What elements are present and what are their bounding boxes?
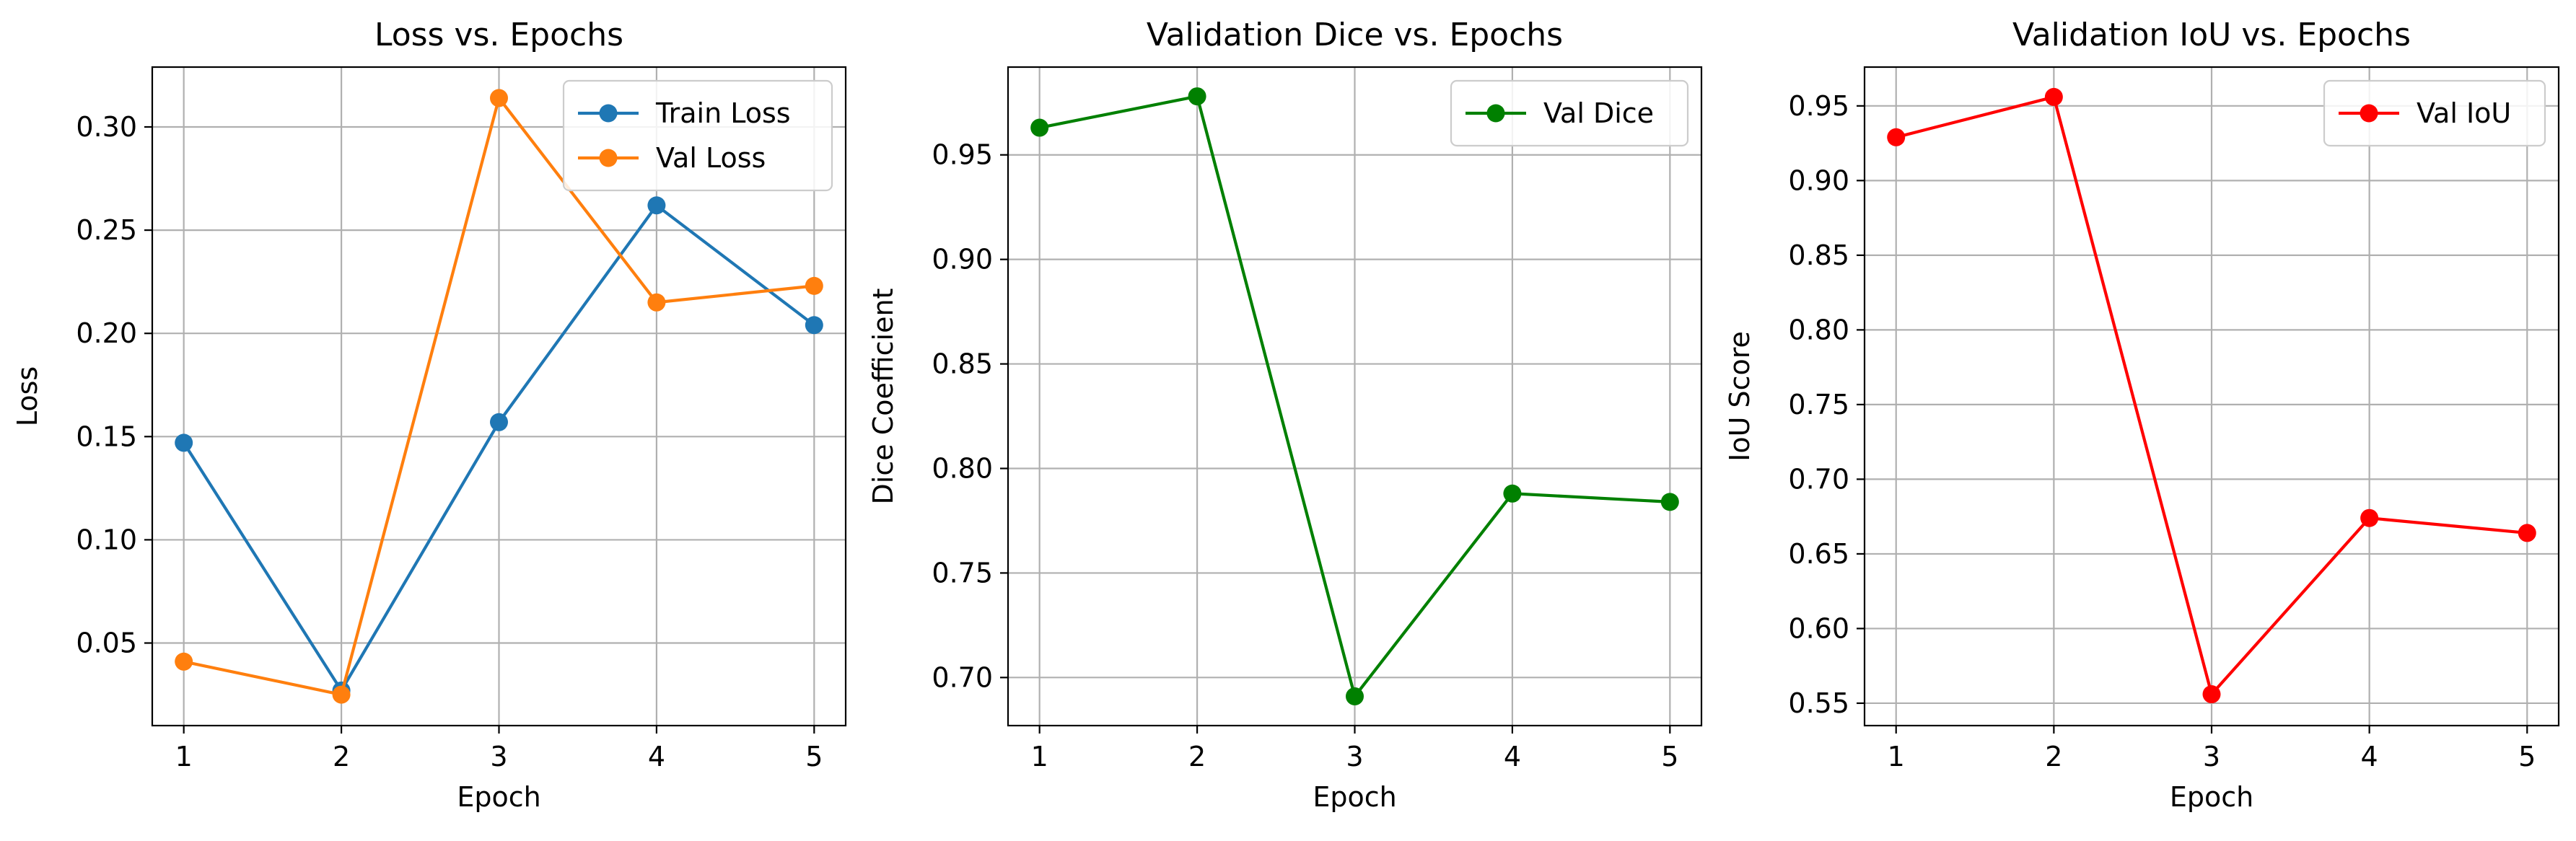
data-point: [1346, 687, 1364, 705]
legend: Val IoU: [2323, 79, 2546, 147]
y-tick-label: 0.55: [1788, 687, 1849, 719]
y-tick-label: 0.70: [932, 661, 993, 693]
y-tick-label: 0.90: [1788, 164, 1849, 196]
legend-label: Train Loss: [655, 97, 791, 129]
x-axis-label: Epoch: [2170, 781, 2253, 813]
data-point: [2202, 685, 2221, 704]
data-point: [647, 196, 666, 215]
series-val-dice: [1030, 87, 1679, 705]
data-point: [805, 316, 823, 335]
legend-label: Val IoU: [2417, 97, 2511, 129]
y-axis-label: Dice Coefficient: [867, 289, 899, 505]
data-point: [1660, 493, 1679, 511]
data-point: [1887, 128, 1906, 146]
y-tick-label: 0.65: [1788, 538, 1849, 570]
series-train-loss: [175, 196, 823, 700]
dice-chart: 1 2 3 4 5 0.70 0.75 0.80 0.85 0.90 0.95 Validation …: [867, 17, 1703, 813]
y-axis-label: Loss: [12, 366, 43, 426]
data-point: [2518, 524, 2536, 542]
legend-box: [2323, 79, 2546, 147]
x-tick-label: 2: [333, 741, 350, 772]
y-tick-label: 0.80: [932, 452, 993, 484]
x-tick-label: 4: [1504, 741, 1521, 772]
legend-label: Val Dice: [1543, 97, 1654, 129]
y-tick-label: 0.85: [932, 348, 993, 380]
legend-label: Val Loss: [656, 142, 766, 174]
series-val-iou: [1887, 87, 2536, 704]
data-point: [1030, 118, 1049, 137]
plot-frame: [1863, 66, 2560, 727]
y-tick-label: 0.95: [932, 139, 993, 171]
legend-box: [562, 79, 833, 192]
y-tick-label: 0.70: [1788, 463, 1849, 495]
legend-item: Train Loss: [578, 97, 791, 129]
y-axis-label: IoU Score: [1724, 331, 1756, 462]
loss-chart: 1 2 3 4 5 0.05 0.10 0.15 0.20 0.25 0.30 Loss vs. Ep…: [12, 17, 847, 813]
chart-title: Loss vs. Epochs: [374, 17, 623, 53]
data-point: [647, 293, 666, 312]
data-point: [175, 652, 193, 671]
x-tick-label: 5: [1661, 741, 1678, 772]
gridlines: [1008, 67, 1701, 726]
x-tick-label: 4: [648, 741, 665, 772]
data-point: [175, 433, 193, 452]
x-axis-label: Epoch: [457, 781, 540, 813]
data-point: [1503, 484, 1522, 503]
legend-marker: [599, 104, 618, 123]
legend-item: Val IoU: [2339, 97, 2511, 129]
axis-ticks: 1 2 3 4 5 0.05 0.10 0.15 0.20 0.25 0.30: [76, 111, 823, 772]
legend-item: Val Loss: [578, 142, 766, 174]
x-tick-label: 2: [2045, 741, 2062, 772]
chart-title: Validation Dice vs. Epochs: [1147, 17, 1563, 53]
plot-frame: [1007, 66, 1703, 727]
axis-ticks: 1 2 3 4 5 0.55 0.60 0.65 0.70 0.75 0.80 0.85 0.90 0.9…: [1788, 90, 2536, 772]
y-tick-label: 0.10: [76, 524, 137, 555]
y-tick-label: 0.95: [1788, 90, 1849, 122]
x-tick-label: 2: [1188, 741, 1206, 772]
axis-ticks: 1 2 3 4 5 0.70 0.75 0.80 0.85 0.90 0.95: [932, 139, 1678, 772]
plot-frame: [151, 66, 847, 727]
data-point: [332, 685, 351, 704]
x-tick-label: 1: [1888, 741, 1905, 772]
y-tick-label: 0.75: [932, 557, 993, 589]
data-point: [2360, 508, 2379, 527]
series-val-loss: [175, 89, 823, 704]
y-tick-label: 0.20: [76, 317, 137, 349]
data-point: [490, 89, 508, 107]
x-tick-label: 5: [805, 741, 823, 772]
y-tick-label: 0.30: [76, 111, 137, 143]
legend: Val Dice: [1450, 79, 1689, 147]
data-point: [805, 276, 823, 295]
y-tick-label: 0.60: [1788, 612, 1849, 644]
legend-marker: [1486, 104, 1505, 123]
y-tick-label: 0.15: [76, 420, 137, 452]
legend-box: [1450, 79, 1689, 147]
y-tick-label: 0.25: [76, 214, 137, 246]
iou-chart: 1 2 3 4 5 0.55 0.60 0.65 0.70 0.75 0.80 0.85 0.90 0.9…: [1724, 17, 2560, 813]
y-tick-label: 0.75: [1788, 389, 1849, 420]
legend-marker: [599, 149, 618, 167]
y-tick-label: 0.80: [1788, 314, 1849, 345]
x-tick-label: 1: [175, 741, 193, 772]
x-tick-label: 1: [1031, 741, 1048, 772]
x-tick-label: 3: [1346, 741, 1363, 772]
x-tick-label: 4: [2361, 741, 2378, 772]
data-point: [2044, 87, 2063, 106]
x-tick-label: 3: [490, 741, 507, 772]
data-point: [490, 413, 508, 431]
y-tick-label: 0.05: [76, 628, 137, 659]
legend-item: Val Dice: [1466, 97, 1654, 129]
x-axis-label: Epoch: [1313, 781, 1396, 813]
x-tick-label: 3: [2203, 741, 2220, 772]
legend: Train Loss Val Loss: [562, 79, 833, 192]
y-tick-label: 0.85: [1788, 239, 1849, 271]
charts-container: 1 2 3 4 5 0.05 0.10 0.15 0.20 0.25 0.30 Loss vs. Ep…: [12, 17, 2560, 813]
legend-marker: [2360, 104, 2378, 123]
y-tick-label: 0.90: [932, 244, 993, 276]
x-tick-label: 5: [2518, 741, 2536, 772]
chart-title: Validation IoU vs. Epochs: [2012, 17, 2411, 53]
data-point: [1188, 87, 1206, 106]
